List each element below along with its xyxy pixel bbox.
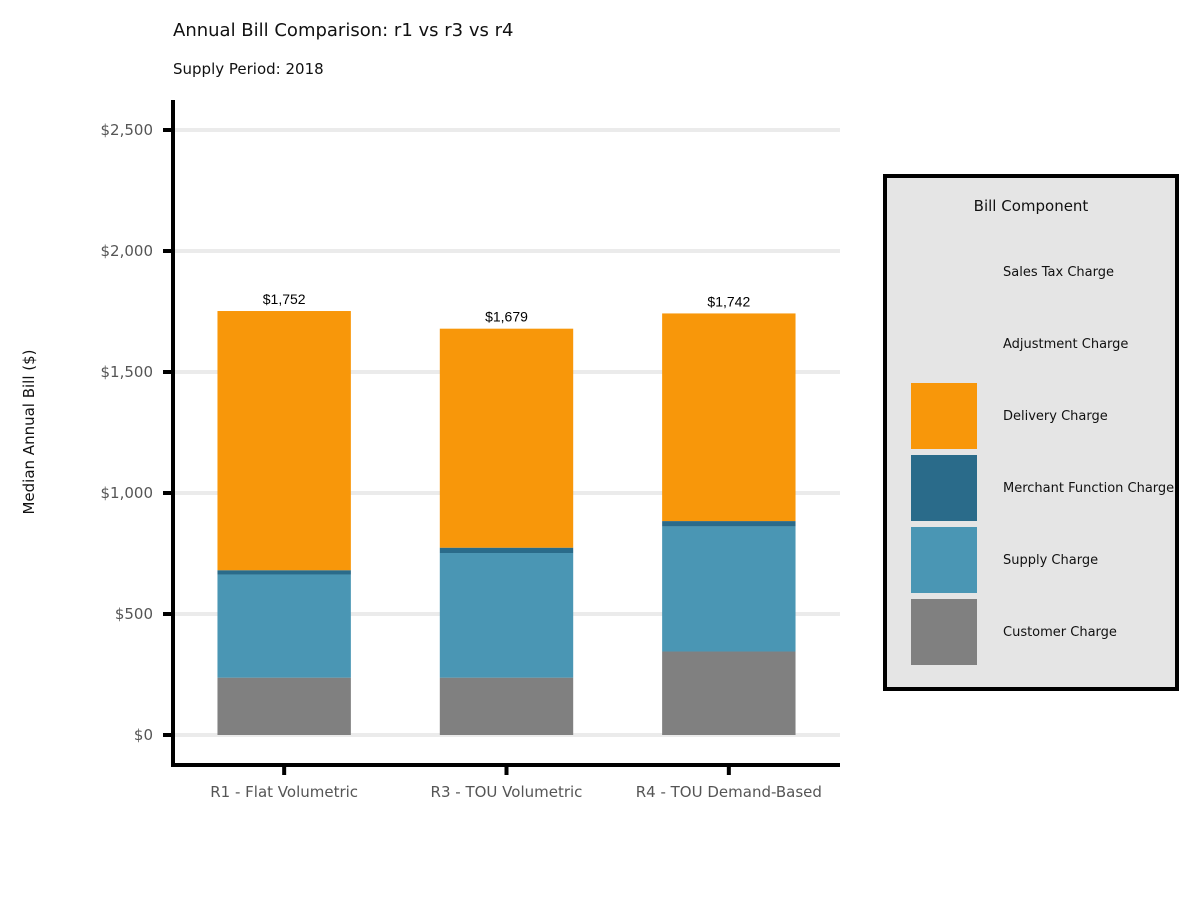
legend: Bill Component Sales Tax Charge Adjustmen… — [883, 174, 1179, 691]
y-tick-label: $2,500 — [101, 121, 154, 139]
bar-segment — [439, 547, 574, 554]
y-tick-label: $1,500 — [101, 363, 154, 381]
y-axis-label: Median Annual Bill ($) — [20, 349, 38, 514]
bar-segment — [439, 677, 574, 735]
x-tick-label: R1 - Flat Volumetric — [210, 783, 358, 801]
legend-label: Delivery Charge — [1003, 409, 1108, 424]
total-label: $1,679 — [485, 309, 528, 325]
x-tick-label: R3 - TOU Volumetric — [431, 783, 583, 801]
bar-segment — [662, 526, 796, 652]
legend-swatch — [911, 599, 977, 665]
total-label: $1,752 — [263, 291, 306, 307]
legend-swatch — [911, 455, 977, 521]
legend-label: Customer Charge — [1003, 625, 1117, 640]
y-tick-label: $2,000 — [101, 242, 154, 260]
legend-swatch — [911, 527, 977, 593]
chart-title: Annual Bill Comparison: r1 vs r3 vs r4 — [173, 20, 513, 41]
bar-segment — [217, 311, 351, 571]
bars — [217, 311, 796, 735]
y-tick-label: $1,000 — [101, 484, 154, 502]
bar-segment — [662, 651, 796, 735]
total-labels: $1,752 $1,679 $1,742 — [263, 291, 751, 325]
bar-segment — [217, 677, 351, 735]
legend-label: Merchant Function Charge — [1003, 481, 1174, 496]
total-label: $1,742 — [707, 293, 750, 309]
legend-items: Sales Tax Charge Adjustment Charge Deliver… — [911, 265, 1174, 665]
y-tick-label: $500 — [115, 605, 153, 623]
chart-subtitle: Supply Period: 2018 — [173, 60, 324, 78]
y-tick-label: $0 — [134, 726, 153, 744]
bar-segment — [439, 328, 574, 548]
bar-segment — [439, 553, 574, 678]
axes: $0 $500 $1,000 $1,500 $2,000 $2,500 R1 - Flat … — [101, 100, 840, 801]
bar-segment — [217, 570, 351, 575]
bar-segment — [662, 521, 796, 527]
legend-label: Sales Tax Charge — [1003, 265, 1114, 280]
legend-label: Supply Charge — [1003, 553, 1098, 568]
legend-title: Bill Component — [974, 197, 1089, 215]
bar-segment — [217, 574, 351, 678]
legend-label: Adjustment Charge — [1003, 337, 1128, 352]
bar-segment — [662, 313, 796, 522]
legend-swatch — [911, 383, 977, 449]
x-tick-label: R4 - TOU Demand-Based — [636, 783, 822, 801]
